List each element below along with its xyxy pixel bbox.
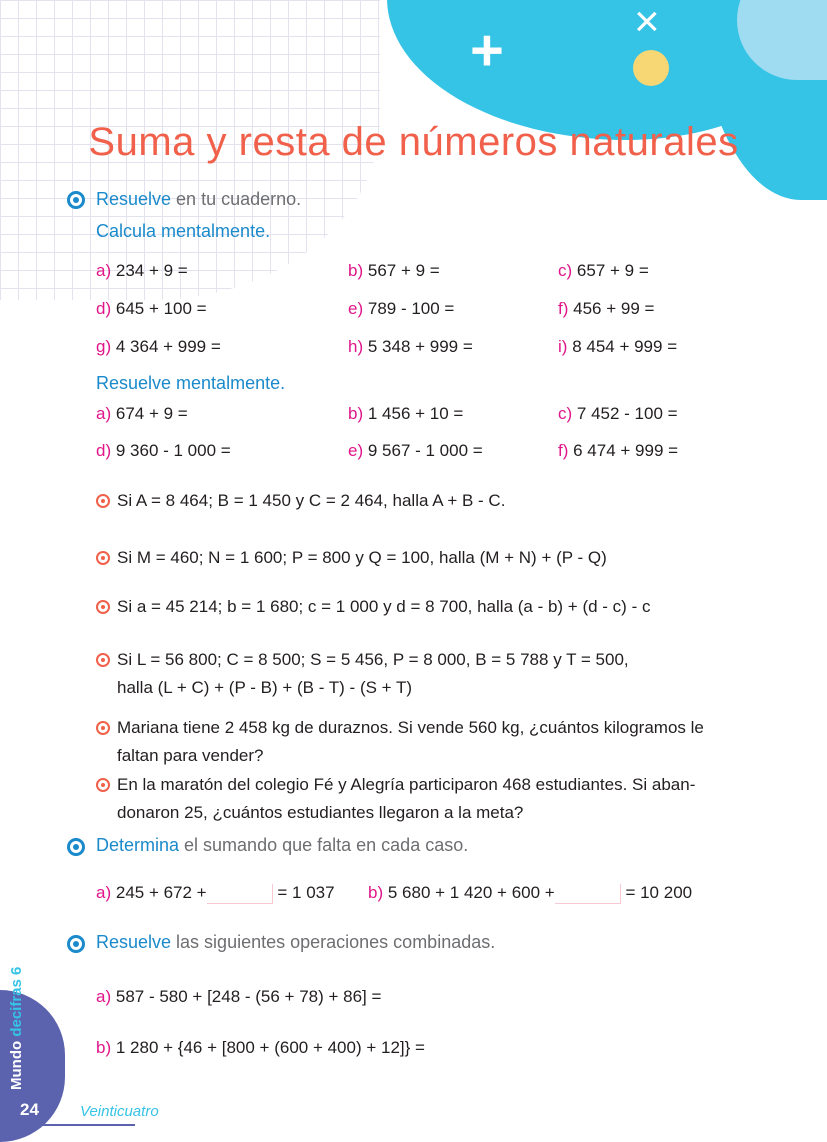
decorative-dot	[633, 50, 669, 86]
answer-box[interactable]	[554, 883, 621, 904]
problem-line: Si a = 45 214; b = 1 680; c = 1 000 y d …	[117, 597, 651, 616]
word-problem: Mariana tiene 2 458 kg de duraznos. Si v…	[117, 714, 807, 770]
footer-rule	[15, 1124, 135, 1126]
exercise-item: g) 4 364 + 999 =	[96, 337, 221, 356]
exercise-item: f) 6 474 + 999 =	[558, 441, 679, 460]
exercise-item: c) 657 + 9 =	[558, 261, 649, 280]
problem-icon	[96, 600, 110, 614]
problem-line: donaron 25, ¿cuántos estudiantes llegaro…	[117, 803, 524, 822]
problem-icon	[96, 653, 110, 667]
exercise-item: a) 674 + 9 =	[96, 404, 188, 423]
section1-instruction: Resuelve en tu cuaderno.	[96, 189, 302, 209]
plus-icon: +	[470, 18, 504, 83]
word-problem: En la maratón del colegio Fé y Alegría p…	[117, 771, 807, 827]
missing-addend-a: a) 245 + 672 + = 1 037	[96, 883, 335, 904]
exercise-item: a) 234 + 9 =	[96, 261, 188, 280]
resuelve-heading: Resuelve mentalmente.	[96, 373, 286, 393]
combined-op-b: b) 1 280 + {46 + [800 + (600 + 400) + 12…	[96, 1038, 425, 1057]
page-title: Suma y resta de números naturales	[88, 120, 739, 164]
activity-icon	[67, 935, 85, 953]
activity-icon	[67, 838, 85, 856]
problem-icon	[96, 551, 110, 565]
problem-line: En la maratón del colegio Fé y Alegría p…	[117, 775, 696, 794]
problem-line: faltan para vender?	[117, 746, 264, 765]
exercise-item: c) 7 452 - 100 =	[558, 404, 678, 423]
calcula-heading: Calcula mentalmente.	[96, 221, 271, 241]
problem-icon	[96, 494, 110, 508]
exercise-item: i) 8 454 + 999 =	[558, 337, 678, 356]
problem-line: Si A = 8 464; B = 1 450 y C = 2 464, hal…	[117, 491, 506, 510]
word-problem: Si M = 460; N = 1 600; P = 800 y Q = 100…	[117, 544, 807, 572]
brand-logo: Mundo decifras 6	[8, 966, 25, 1090]
page-number: 24	[20, 1100, 39, 1119]
answer-box[interactable]	[206, 883, 273, 904]
exercise-item: e) 789 - 100 =	[348, 299, 455, 318]
combined-op-a: a) 587 - 580 + [248 - (56 + 78) + 86] =	[96, 987, 382, 1006]
times-icon: ×	[634, 0, 660, 46]
problem-icon	[96, 778, 110, 792]
problem-line: Si M = 460; N = 1 600; P = 800 y Q = 100…	[117, 548, 607, 567]
exercise-item: d) 9 360 - 1 000 =	[96, 441, 231, 460]
word-problem: Si a = 45 214; b = 1 680; c = 1 000 y d …	[117, 593, 807, 621]
word-problem: Si L = 56 800; C = 8 500; S = 5 456, P =…	[117, 646, 807, 702]
exercise-item: h) 5 348 + 999 =	[348, 337, 473, 356]
section3-instruction: Resuelve las siguientes operaciones comb…	[96, 932, 496, 952]
missing-addend-b: b) 5 680 + 1 420 + 600 + = 10 200	[368, 883, 693, 904]
problem-line: Mariana tiene 2 458 kg de duraznos. Si v…	[117, 718, 704, 737]
activity-icon	[67, 191, 85, 209]
section2-instruction: Determina el sumando que falta en cada c…	[96, 835, 469, 855]
problem-line: halla (L + C) + (P - B) + (B - T) - (S +…	[117, 678, 413, 697]
exercise-item: e) 9 567 - 1 000 =	[348, 441, 483, 460]
exercise-item: b) 567 + 9 =	[348, 261, 440, 280]
exercise-item: f) 456 + 99 =	[558, 299, 655, 318]
word-problem: Si A = 8 464; B = 1 450 y C = 2 464, hal…	[117, 487, 807, 515]
page-word: Veinticuatro	[80, 1103, 159, 1120]
exercise-item: d) 645 + 100 =	[96, 299, 207, 318]
problem-line: Si L = 56 800; C = 8 500; S = 5 456, P =…	[117, 650, 629, 669]
exercise-item: b) 1 456 + 10 =	[348, 404, 464, 423]
problem-icon	[96, 721, 110, 735]
